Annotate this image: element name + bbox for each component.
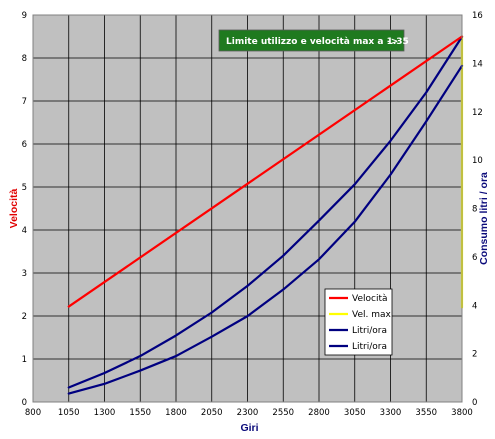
y2-axis-title: Consumo litri / ora [478, 172, 490, 265]
plot-frame [32, 14, 463, 403]
x-axis-title: Giri [240, 422, 258, 434]
x-tick-label: 2800 [308, 408, 330, 418]
series-line-4 [67, 64, 464, 395]
y2-tick-label: 0 [472, 398, 477, 408]
y2-tick-label: 4 [472, 301, 477, 311]
legend-label-4: Litri/ora [352, 342, 387, 352]
y2-tick-label: 10 [472, 156, 483, 166]
y2-tick-label: 14 [472, 59, 483, 69]
y2-tick-label: 2 [472, 350, 477, 360]
series-line-1 [67, 35, 464, 308]
x-tick-label: 1300 [94, 408, 116, 418]
y-tick-label: 4 [22, 226, 27, 236]
series-line-3 [67, 35, 464, 389]
legend-box [324, 288, 393, 356]
y-tick-label: 3 [22, 269, 27, 279]
y-tick-label: 0 [22, 398, 27, 408]
legend-label-2: Vel. max [352, 310, 391, 320]
y-tick-label: 8 [22, 54, 27, 64]
x-tick-label: 1800 [165, 408, 187, 418]
y2-tick-label: 16 [472, 11, 483, 21]
x-tick-label: 3050 [344, 408, 366, 418]
x-tick-label: 3550 [415, 408, 437, 418]
x-tick-label: 3800 [451, 408, 473, 418]
annotation-background [218, 29, 405, 52]
x-tick-label: 2050 [201, 408, 223, 418]
legend-label-3: Litri/ora [352, 326, 387, 336]
y-tick-label: 7 [22, 97, 27, 107]
y-tick-label: 5 [22, 183, 27, 193]
x-tick-label: 1050 [58, 408, 80, 418]
x-tick-label: 3300 [380, 408, 402, 418]
y2-tick-label: 6 [472, 253, 477, 263]
annotation-box: Limite utilizzo e velocità max a 1.35 -> [218, 29, 409, 52]
y-tick-label: 2 [22, 312, 27, 322]
x-tick-label: 1550 [129, 408, 151, 418]
y2-tick-label: 12 [472, 108, 483, 118]
legend: Velocità Vel. max Litri/ora Litri/ora [324, 288, 393, 356]
y-tick-label: 9 [22, 11, 27, 21]
x-tick-label: 2300 [237, 408, 259, 418]
y-tick-label: 6 [22, 140, 27, 150]
legend-label-1: Velocità [352, 294, 388, 304]
y-tick-label: 1 [22, 355, 27, 365]
y-axis-title: Velocità [8, 189, 20, 229]
x-tick-label: 2550 [272, 408, 294, 418]
x-tick-label: 800 [25, 408, 41, 418]
annotation-text: Limite utilizzo e velocità max a 1.35 [226, 37, 409, 47]
annotation-arrow: -> [387, 37, 398, 47]
y2-tick-label: 8 [472, 205, 477, 215]
